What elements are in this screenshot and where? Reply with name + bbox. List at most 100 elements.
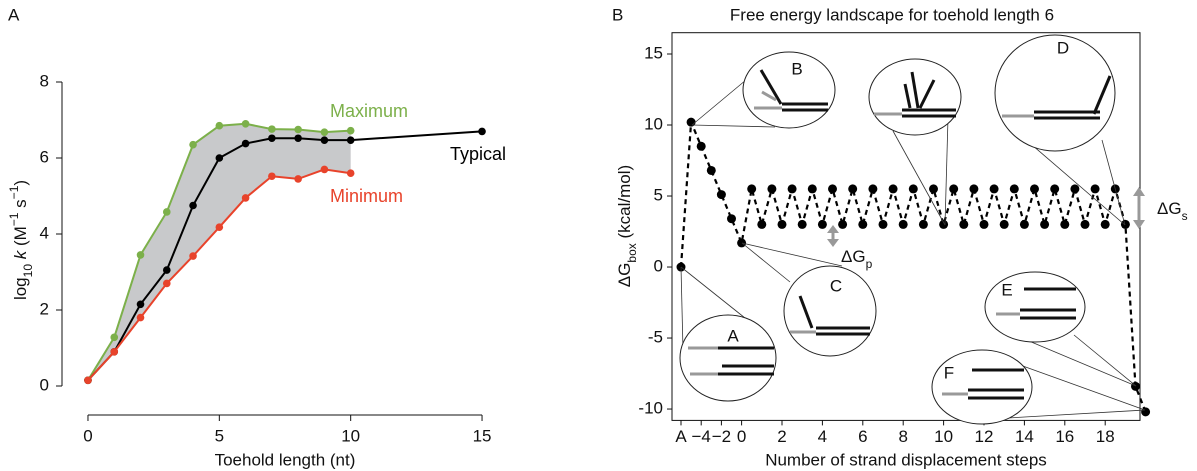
y-tick-label: 15 bbox=[644, 43, 663, 62]
inset-label: F bbox=[944, 363, 954, 382]
point bbox=[848, 184, 858, 194]
point bbox=[908, 184, 918, 194]
point bbox=[959, 219, 969, 229]
point bbox=[346, 136, 355, 144]
inset-label: C bbox=[830, 276, 842, 295]
point bbox=[294, 134, 302, 143]
text-part: ) bbox=[11, 180, 30, 186]
panel-label: A bbox=[8, 5, 20, 24]
point bbox=[189, 201, 197, 210]
text-part: −1 bbox=[7, 212, 21, 226]
point bbox=[136, 300, 145, 309]
connector bbox=[1007, 409, 1146, 419]
x-tick-label: 5 bbox=[215, 426, 224, 445]
annotation-dgs: ΔGs bbox=[1157, 199, 1188, 223]
point bbox=[888, 184, 898, 194]
point bbox=[828, 184, 837, 194]
connector bbox=[680, 266, 746, 319]
point bbox=[716, 190, 726, 200]
series-label: Minimum bbox=[330, 186, 403, 206]
point bbox=[787, 184, 797, 194]
connector bbox=[741, 242, 791, 283]
y-tick-label: 8 bbox=[40, 71, 49, 90]
x-tick-label: 4 bbox=[818, 427, 827, 446]
point bbox=[868, 184, 878, 194]
point bbox=[777, 219, 787, 229]
point bbox=[1060, 219, 1070, 229]
inset-label: E bbox=[1001, 280, 1012, 299]
connector bbox=[691, 124, 776, 128]
connector bbox=[691, 79, 747, 126]
point bbox=[294, 175, 302, 183]
point bbox=[737, 238, 747, 248]
point bbox=[241, 194, 250, 202]
series-label: Maximum bbox=[330, 101, 408, 121]
dg-arrows bbox=[827, 187, 1145, 247]
point bbox=[898, 219, 908, 229]
point bbox=[807, 184, 817, 194]
point bbox=[215, 121, 224, 130]
inset-b bbox=[742, 51, 836, 129]
point bbox=[136, 313, 145, 322]
point bbox=[949, 184, 959, 194]
point bbox=[1040, 219, 1050, 229]
point bbox=[918, 219, 928, 229]
point bbox=[478, 127, 486, 136]
point bbox=[969, 184, 979, 194]
text-part: −1 bbox=[7, 185, 21, 199]
y-tick-label: 0 bbox=[654, 257, 663, 276]
inset-d bbox=[994, 34, 1116, 152]
point bbox=[797, 219, 807, 229]
text-part: (kcal/mol) bbox=[615, 165, 634, 243]
point bbox=[268, 125, 276, 133]
point bbox=[696, 141, 706, 151]
point bbox=[1050, 184, 1060, 194]
y-tick-label: 4 bbox=[40, 223, 49, 242]
text-part: 10 bbox=[21, 264, 35, 278]
point bbox=[215, 223, 224, 231]
point bbox=[241, 120, 250, 128]
x-axis-label: Number of strand displacement steps bbox=[765, 450, 1047, 469]
point bbox=[320, 128, 329, 136]
inset-label: D bbox=[1057, 38, 1069, 57]
text-part: log bbox=[11, 277, 30, 300]
x-tick-label: 14 bbox=[1015, 427, 1034, 446]
point bbox=[110, 333, 119, 342]
inset-label: A bbox=[727, 326, 739, 345]
text-part: box bbox=[625, 243, 639, 262]
point bbox=[767, 184, 777, 194]
point bbox=[939, 219, 949, 229]
y-tick-label: 2 bbox=[40, 299, 49, 318]
connector bbox=[944, 117, 949, 226]
point bbox=[1070, 184, 1080, 194]
x-tick-label: 0 bbox=[83, 426, 92, 445]
y-tick-label: 10 bbox=[644, 114, 663, 133]
point bbox=[136, 251, 145, 259]
inset-a bbox=[679, 314, 777, 402]
point bbox=[294, 125, 302, 134]
point bbox=[999, 219, 1009, 229]
point bbox=[189, 252, 197, 260]
y-tick-label: 0 bbox=[40, 375, 49, 394]
connector bbox=[1101, 139, 1126, 226]
y-tick-label: 6 bbox=[40, 147, 49, 166]
x-tick-label: 15 bbox=[473, 426, 492, 445]
point bbox=[1080, 219, 1090, 229]
range-fill bbox=[87, 123, 351, 381]
point bbox=[878, 219, 888, 229]
connector bbox=[1073, 334, 1137, 387]
point bbox=[706, 165, 716, 175]
text-part: s bbox=[11, 199, 30, 212]
x-tick-label: 10 bbox=[341, 426, 360, 445]
y-tick-label: -5 bbox=[648, 328, 663, 347]
point bbox=[838, 219, 848, 229]
y-tick-label: 5 bbox=[654, 186, 663, 205]
point bbox=[989, 184, 999, 194]
point bbox=[686, 117, 696, 127]
inset-e bbox=[984, 271, 1086, 343]
point bbox=[241, 139, 250, 148]
text-part: ΔG bbox=[1157, 199, 1182, 218]
series-label: Typical bbox=[450, 144, 506, 164]
x-tick-label: 0 bbox=[737, 427, 746, 446]
